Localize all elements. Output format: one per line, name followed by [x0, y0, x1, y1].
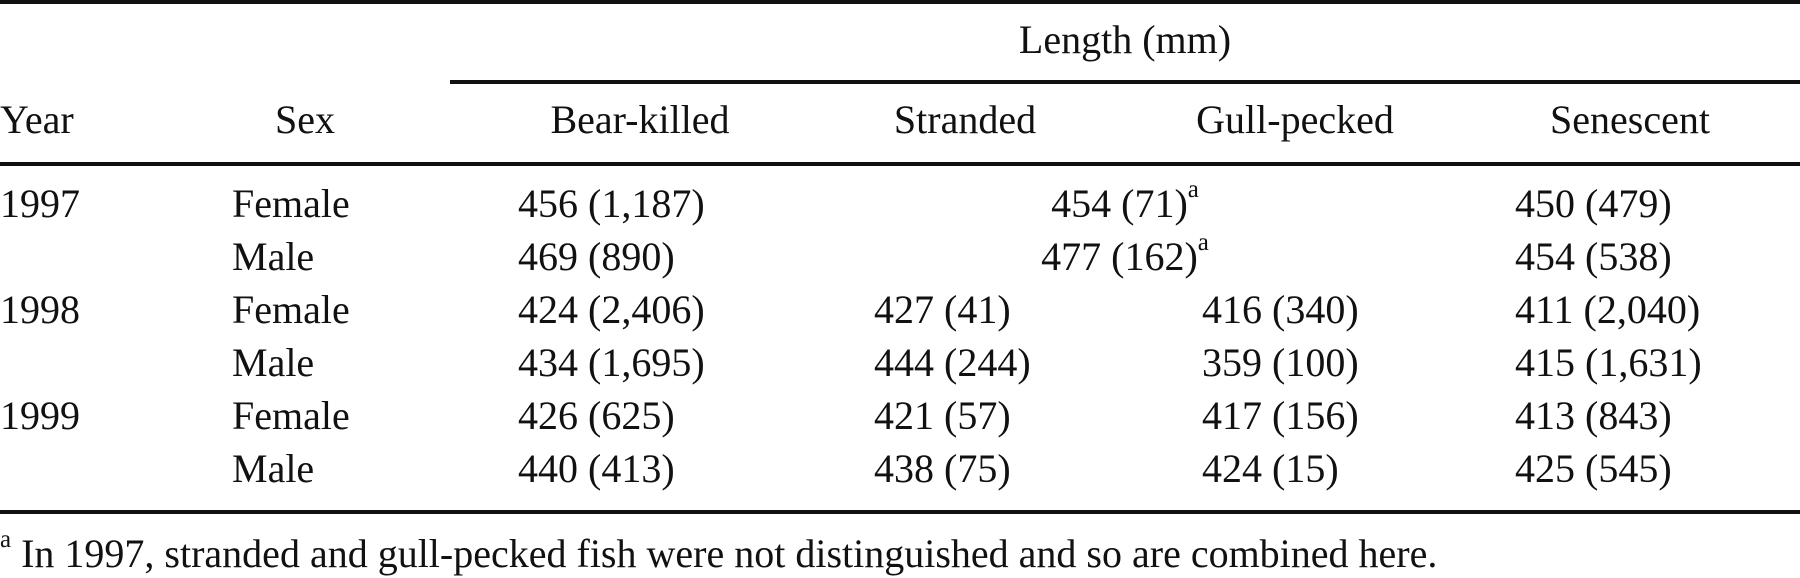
combined-footnote-mark: a: [1197, 228, 1209, 256]
sex-cell: Male: [232, 340, 315, 385]
sex-cell: Female: [232, 287, 350, 332]
combined-value: 477 (162): [1041, 234, 1198, 279]
senescent-header: Senescent: [1550, 97, 1710, 142]
senescent-cell: 454 (538): [1515, 234, 1672, 279]
combined-stranded-gull-cell: 454 (71)a: [900, 177, 1350, 228]
bear-killed-header: Bear-killed: [550, 97, 730, 142]
stranded-cell: 438 (75): [874, 446, 1011, 491]
sex-cell: Male: [232, 234, 315, 279]
gull-pecked-cell: 424 (15): [1202, 446, 1339, 491]
stranded-cell: 427 (41): [874, 287, 1011, 332]
gull-pecked-cell: 359 (100): [1202, 340, 1359, 385]
bear-killed-cell: 434 (1,695): [518, 340, 705, 385]
year-header: Year: [0, 97, 74, 142]
combined-value: 454 (71): [1051, 181, 1188, 226]
gull-pecked-cell: 417 (156): [1202, 393, 1359, 438]
bear-killed-cell: 440 (413): [518, 446, 675, 491]
bear-killed-cell: 456 (1,187): [518, 181, 705, 226]
senescent-cell: 411 (2,040): [1515, 287, 1701, 332]
sex-cell: Female: [232, 181, 350, 226]
spanner-rule: [450, 80, 1800, 84]
header-bottom-rule: [0, 162, 1800, 166]
sex-cell: Male: [232, 446, 315, 491]
bear-killed-cell: 469 (890): [518, 234, 675, 279]
senescent-cell: 450 (479): [1515, 181, 1672, 226]
stranded-header: Stranded: [893, 97, 1037, 142]
gull-pecked-header: Gull-pecked: [1196, 97, 1394, 142]
year-cell-1997: 1997: [0, 181, 80, 226]
table-footnote: a In 1997, stranded and gull-pecked fish…: [0, 527, 1438, 578]
combined-stranded-gull-cell: 477 (162)a: [900, 230, 1350, 281]
table-bottom-rule: [0, 510, 1800, 514]
table-top-rule: [0, 0, 1800, 4]
footnote-mark: a: [0, 525, 12, 553]
year-cell-1998: 1998: [0, 287, 80, 332]
senescent-cell: 415 (1,631): [1515, 340, 1702, 385]
senescent-cell: 425 (545): [1515, 446, 1672, 491]
stranded-cell: 421 (57): [874, 393, 1011, 438]
stranded-cell: 444 (244): [874, 340, 1031, 385]
year-cell-1999: 1999: [0, 393, 80, 438]
sex-header: Sex: [275, 97, 335, 142]
length-spanner-header: Length (mm): [1018, 17, 1232, 62]
footnote-text: In 1997, stranded and gull-pecked fish w…: [11, 531, 1438, 576]
sex-cell: Female: [232, 393, 350, 438]
senescent-cell: 413 (843): [1515, 393, 1672, 438]
bear-killed-cell: 424 (2,406): [518, 287, 705, 332]
gull-pecked-cell: 416 (340): [1202, 287, 1359, 332]
bear-killed-cell: 426 (625): [518, 393, 675, 438]
combined-footnote-mark: a: [1187, 175, 1199, 203]
